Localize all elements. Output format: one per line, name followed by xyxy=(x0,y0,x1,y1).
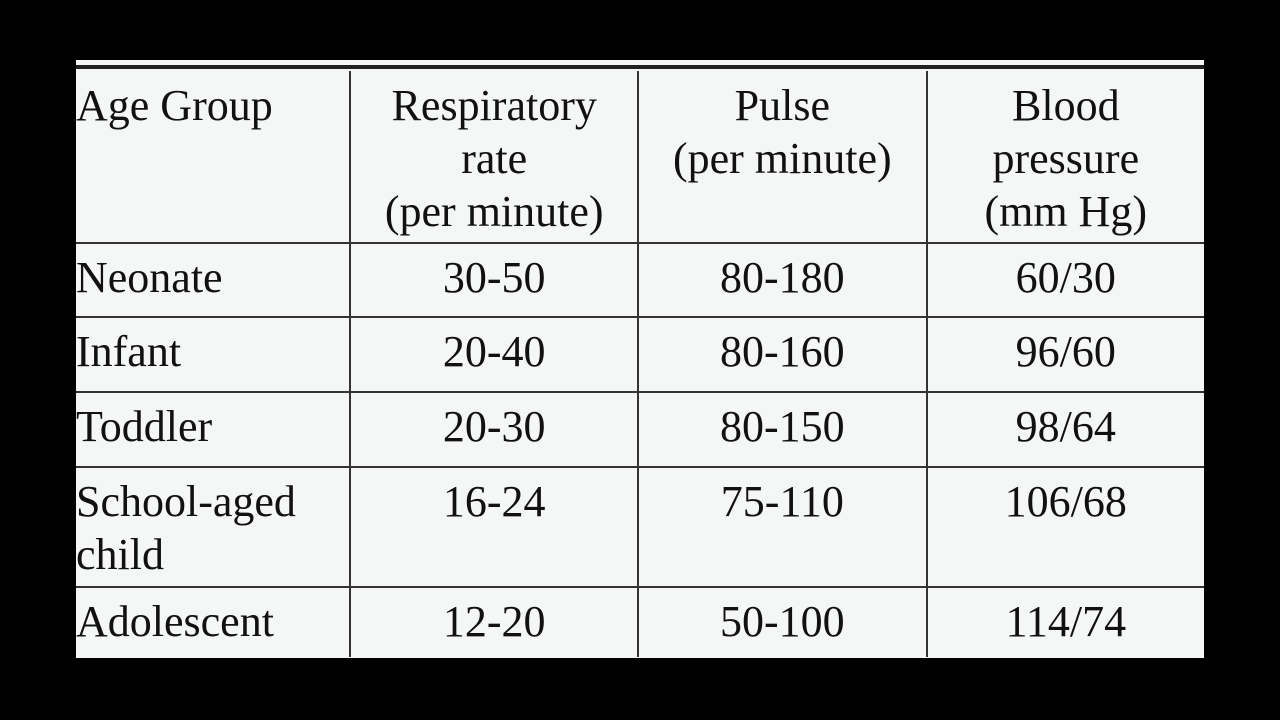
cell-age-group: Toddler xyxy=(76,392,351,468)
table-sheet: Age Group Respiratory rate (per minute) … xyxy=(76,60,1204,658)
cell-age-group: Infant xyxy=(76,317,351,393)
cell-blood-pressure: 98/64 xyxy=(925,392,1204,468)
cell-pulse: 50-100 xyxy=(637,587,927,657)
header-respiratory-rate: Respiratory rate (per minute) xyxy=(349,71,639,244)
cell-pulse: 75-110 xyxy=(637,467,927,588)
table-row: Adolescent 12-20 50-100 114/74 xyxy=(76,587,1204,657)
cell-blood-pressure: 114/74 xyxy=(925,587,1204,657)
cell-blood-pressure: 96/60 xyxy=(925,317,1204,393)
cell-pulse: 80-150 xyxy=(637,392,927,468)
cell-blood-pressure: 106/68 xyxy=(925,467,1204,588)
cell-respiratory: 20-30 xyxy=(349,392,639,468)
cell-age-group: School-aged child xyxy=(76,467,351,588)
vital-signs-table: Age Group Respiratory rate (per minute) … xyxy=(76,71,1204,657)
cell-respiratory: 30-50 xyxy=(349,243,639,318)
table-row: Neonate 30-50 80-180 60/30 xyxy=(76,243,1204,318)
cell-age-group: Neonate xyxy=(76,243,351,318)
cell-age-group: Adolescent xyxy=(76,597,274,646)
table-row: Toddler 20-30 80-150 98/64 xyxy=(76,392,1204,468)
table-row: School-aged child 16-24 75-110 106/68 xyxy=(76,467,1204,588)
header-age-group: Age Group xyxy=(76,71,351,244)
cell-blood-pressure: 60/30 xyxy=(925,243,1204,318)
header-row: Age Group Respiratory rate (per minute) … xyxy=(76,71,1204,244)
header-blood-pressure: Blood pressure (mm Hg) xyxy=(925,71,1204,244)
cell-pulse: 80-180 xyxy=(637,243,927,318)
cell-respiratory: 12-20 xyxy=(349,587,639,657)
cell-pulse: 80-160 xyxy=(637,317,927,393)
header-pulse: Pulse (per minute) xyxy=(637,71,927,244)
cell-respiratory: 20-40 xyxy=(349,317,639,393)
table-top-rule xyxy=(76,65,1204,69)
cell-respiratory: 16-24 xyxy=(349,467,639,588)
table-row: Infant 20-40 80-160 96/60 xyxy=(76,317,1204,393)
